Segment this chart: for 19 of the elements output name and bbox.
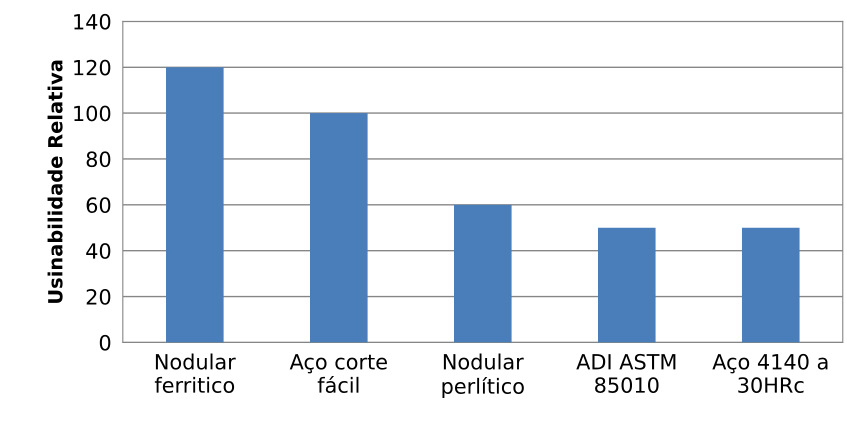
bar [454, 204, 512, 342]
y-tick-label: 120 [74, 60, 110, 76]
y-tick-label: 100 [74, 106, 110, 122]
y-axis-title: Usinabilidade Relativa [48, 60, 63, 303]
x-tick-label: Nodular perlítico [442, 354, 524, 398]
y-tick-label: 0 [100, 334, 110, 351]
y-tick-label: 60 [86, 197, 110, 214]
bar [598, 228, 656, 342]
y-tick-label: 140 [74, 14, 110, 30]
y-tick-label: 20 [86, 288, 110, 305]
bar [742, 228, 800, 342]
y-tick-label: 80 [86, 151, 110, 168]
x-tick-label: ADI ASTM 85010 [576, 354, 676, 393]
y-tick-label: 40 [86, 243, 110, 259]
x-tick-label: Aço 4140 a 30HRc [712, 354, 828, 393]
x-tick-label: Aço corte fácil [290, 354, 387, 393]
bar [310, 113, 368, 342]
bar [166, 67, 224, 342]
x-tick-label: Nodular ferritico [154, 354, 236, 393]
